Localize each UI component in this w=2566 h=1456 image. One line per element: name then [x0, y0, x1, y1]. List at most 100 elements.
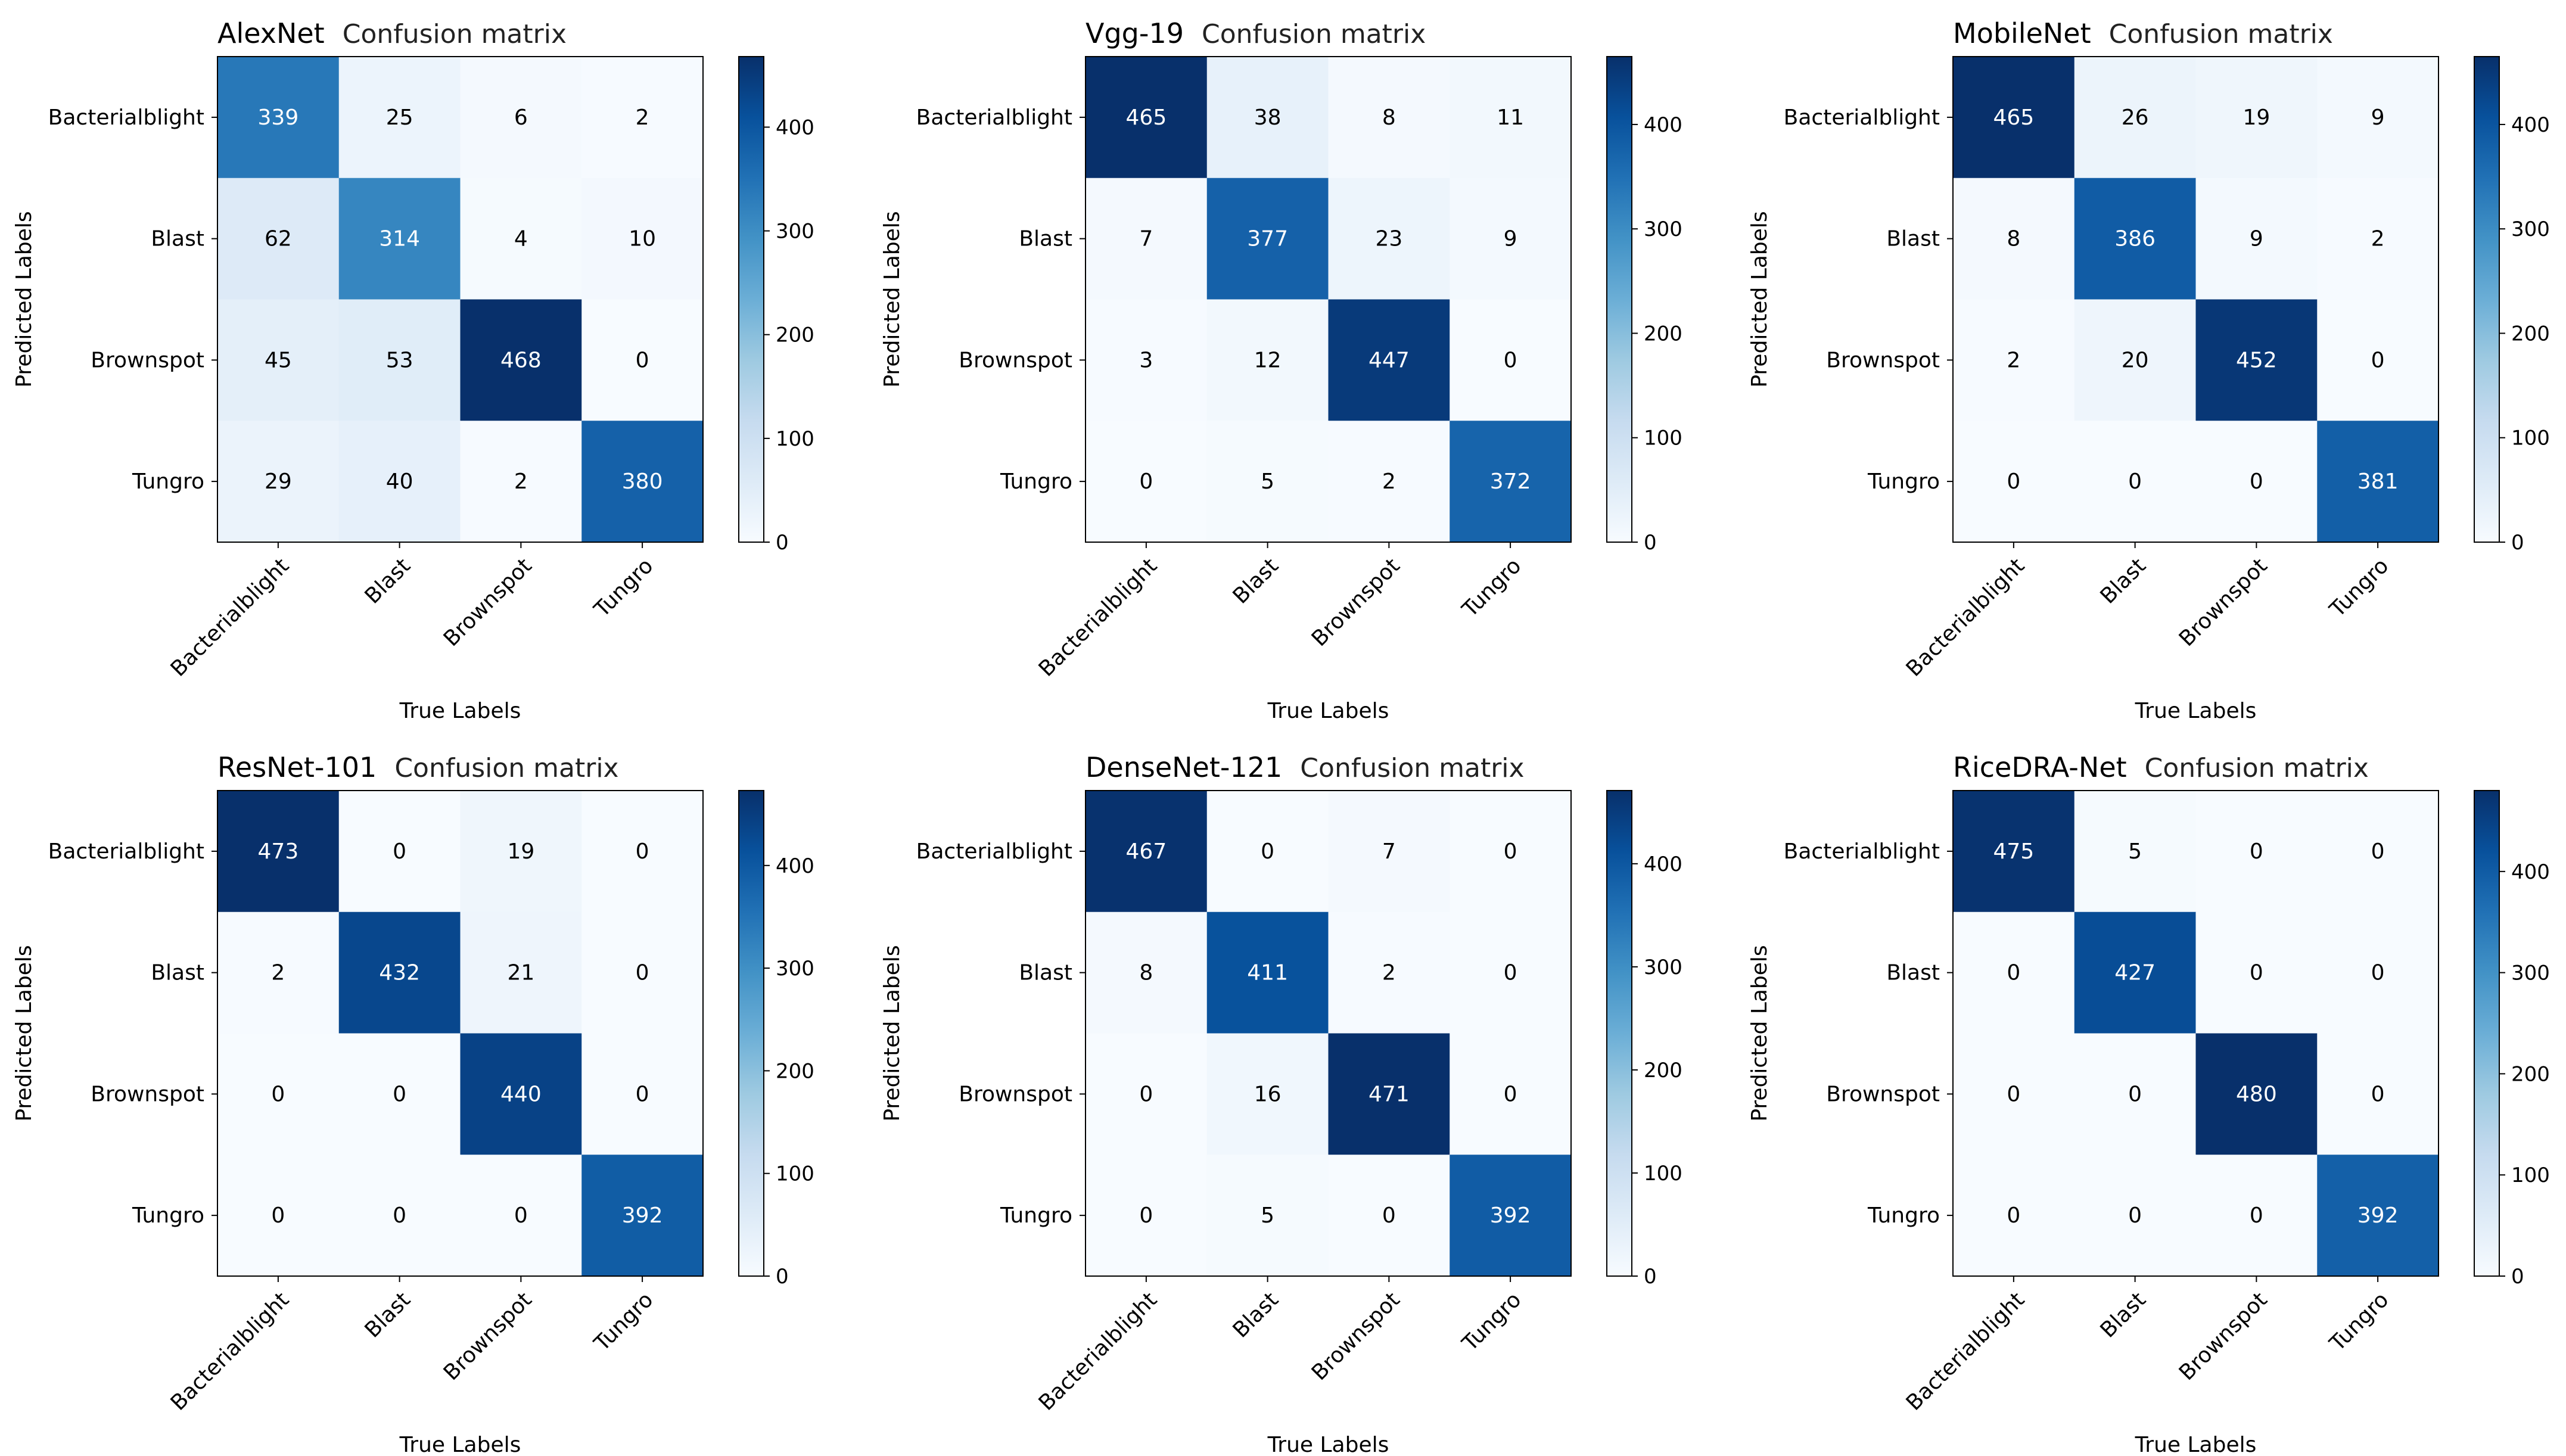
vgg-19-colorbar — [1606, 56, 1632, 543]
ricedra-net-cell-value-r2-c3: 0 — [2371, 1082, 2385, 1106]
alexnet-y-tick-label-brownspot: Brownspot — [91, 348, 204, 372]
resnet-101-cell-r0-c2 — [460, 791, 582, 913]
ricedra-net-y-axis-title: Predicted Labels — [1747, 945, 1772, 1121]
resnet-101-cell-r3-c0 — [217, 1155, 340, 1277]
densenet-121-cell-r2-c0 — [1086, 1033, 1208, 1155]
mobilenet-cell-value-r2-c3: 0 — [2371, 348, 2385, 372]
ricedra-net-cell-r3-c0 — [1953, 1155, 2075, 1277]
vgg-19-cell-value-r1-c1: 377 — [1247, 227, 1288, 251]
alexnet-cell-r2-c1 — [338, 299, 461, 421]
alexnet-cell-value-r2-c0: 45 — [265, 348, 292, 372]
ricedra-net-colorbar-tick-label-100: 100 — [2511, 1163, 2550, 1187]
alexnet-cell-r0-c2 — [460, 57, 582, 179]
alexnet-colorbar-tick-label-200: 200 — [776, 323, 814, 347]
alexnet-cell-r0-c0 — [217, 57, 340, 179]
alexnet-y-tick-label-tungro: Tungro — [132, 469, 204, 494]
alexnet-cell-value-r3-c1: 40 — [386, 469, 413, 494]
densenet-121-cell-r0-c1 — [1206, 791, 1329, 913]
mobilenet-colorbar-tick-label-200: 200 — [2511, 322, 2550, 346]
resnet-101-cell-value-r2-c2: 440 — [500, 1082, 542, 1106]
mobilenet-cell-r0-c3 — [2317, 57, 2439, 179]
alexnet-y-tick-label-blast: Blast — [151, 227, 204, 251]
vgg-19-cell-value-r1-c0: 7 — [1139, 227, 1153, 251]
vgg-19-colorbar-tick-label-100: 100 — [1644, 427, 1682, 450]
vgg-19-cell-value-r3-c2: 2 — [1382, 469, 1396, 494]
ricedra-net-cell-r1-c1 — [2074, 911, 2196, 1034]
densenet-121-x-axis-title: True Labels — [1267, 1433, 1389, 1456]
densenet-121-cell-r1-c2 — [1328, 911, 1450, 1034]
alexnet-cell-value-r1-c1: 314 — [379, 227, 420, 251]
ricedra-net-cell-value-r0-c1: 5 — [2128, 839, 2142, 864]
ricedra-net-cell-r3-c3 — [2317, 1155, 2439, 1277]
vgg-19-cell-value-r2-c0: 3 — [1139, 348, 1153, 372]
vgg-19-cell-r2-c1 — [1206, 299, 1329, 421]
alexnet-title: AlexNet Confusion matrix — [217, 17, 567, 49]
vgg-19-cell-r2-c3 — [1450, 299, 1572, 421]
densenet-121-cell-value-r0-c1: 0 — [1261, 839, 1274, 864]
resnet-101-cell-value-r3-c1: 0 — [393, 1203, 406, 1228]
densenet-121-y-tick-label-blast: Blast — [1019, 961, 1072, 985]
alexnet-cell-value-r0-c2: 6 — [514, 105, 528, 130]
mobilenet-confusion-panel: MobileNet Confusion matrix 465 26 19 9 8 386 9 2 2… — [1747, 17, 2550, 723]
ricedra-net-cell-r1-c0 — [1953, 911, 2075, 1034]
resnet-101-cell-r3-c1 — [338, 1155, 461, 1277]
densenet-121-cell-value-r3-c2: 0 — [1382, 1203, 1396, 1228]
alexnet-cell-value-r3-c0: 29 — [265, 469, 292, 494]
ricedra-net-model-name: RiceDRA-Net — [1953, 751, 2127, 783]
alexnet-cell-value-r3-c2: 2 — [514, 469, 528, 494]
alexnet-cell-r3-c3 — [581, 421, 704, 543]
mobilenet-y-axis-title: Predicted Labels — [1747, 211, 1772, 387]
vgg-19-title-suffix: Confusion matrix — [1202, 19, 1426, 49]
resnet-101-model-name: ResNet-101 — [217, 751, 377, 783]
densenet-121-y-axis-title: Predicted Labels — [880, 945, 904, 1121]
resnet-101-cell-value-r0-c1: 0 — [393, 839, 406, 864]
vgg-19-cell-value-r0-c2: 8 — [1382, 105, 1396, 130]
alexnet-cell-r0-c3 — [581, 57, 704, 179]
densenet-121-colorbar — [1606, 790, 1632, 1277]
densenet-121-cell-value-r3-c1: 5 — [1261, 1203, 1274, 1228]
mobilenet-y-tick-label-blast: Blast — [1886, 227, 1940, 251]
alexnet-y-axis-title: Predicted Labels — [12, 211, 36, 387]
vgg-19-y-tick-label-blast: Blast — [1019, 227, 1072, 251]
ricedra-net-cell-value-r0-c2: 0 — [2250, 839, 2263, 864]
mobilenet-colorbar-tick-label-100: 100 — [2511, 427, 2550, 450]
alexnet-cell-value-r1-c2: 4 — [514, 227, 528, 251]
vgg-19-title: Vgg-19 Confusion matrix — [1086, 17, 1426, 49]
alexnet-cell-value-r0-c3: 2 — [636, 105, 649, 130]
alexnet-colorbar-tick-label-100: 100 — [776, 427, 814, 451]
ricedra-net-grid-frame — [1952, 790, 2439, 1277]
alexnet-cell-r1-c3 — [581, 178, 704, 300]
mobilenet-cell-r0-c0 — [1953, 57, 2075, 179]
mobilenet-y-tick-label-brownspot: Brownspot — [1826, 348, 1940, 372]
alexnet-cell-value-r2-c3: 0 — [636, 348, 649, 372]
vgg-19-cell-value-r2-c2: 447 — [1368, 348, 1410, 372]
densenet-121-cell-value-r1-c0: 8 — [1139, 961, 1153, 985]
mobilenet-grid-frame — [1952, 56, 2439, 543]
resnet-101-cell-value-r0-c2: 19 — [507, 839, 534, 864]
mobilenet-cell-value-r0-c0: 465 — [1993, 105, 2035, 130]
densenet-121-cell-r1-c0 — [1086, 911, 1208, 1034]
densenet-121-cell-r0-c2 — [1328, 791, 1450, 913]
alexnet-x-axis-title: True Labels — [399, 699, 521, 723]
alexnet-cell-value-r1-c0: 62 — [265, 227, 292, 251]
resnet-101-cell-value-r3-c2: 0 — [514, 1203, 528, 1228]
ricedra-net-cell-r2-c2 — [2195, 1033, 2318, 1155]
mobilenet-x-axis-title: True Labels — [2135, 699, 2257, 723]
ricedra-net-cell-value-r3-c1: 0 — [2128, 1203, 2142, 1228]
resnet-101-y-axis-title: Predicted Labels — [12, 945, 36, 1121]
mobilenet-cell-value-r1-c3: 2 — [2371, 227, 2385, 251]
ricedra-net-x-axis-title: True Labels — [2135, 1433, 2257, 1456]
densenet-121-cell-r3-c1 — [1206, 1155, 1329, 1277]
mobilenet-cell-r2-c3 — [2317, 299, 2439, 421]
densenet-121-cell-value-r0-c2: 7 — [1382, 839, 1396, 864]
resnet-101-y-tick-label-blast: Blast — [151, 961, 204, 985]
resnet-101-cell-value-r1-c3: 0 — [636, 961, 649, 985]
ricedra-net-cell-r0-c3 — [2317, 791, 2439, 913]
ricedra-net-cell-value-r0-c0: 475 — [1993, 839, 2035, 864]
ricedra-net-cell-r0-c1 — [2074, 791, 2196, 913]
densenet-121-title-suffix: Confusion matrix — [1300, 753, 1524, 783]
alexnet-cell-r3-c0 — [217, 421, 340, 543]
ricedra-net-cell-r1-c3 — [2317, 911, 2439, 1034]
resnet-101-cell-r1-c1 — [338, 911, 461, 1034]
alexnet-cell-value-r0-c0: 339 — [258, 105, 299, 130]
